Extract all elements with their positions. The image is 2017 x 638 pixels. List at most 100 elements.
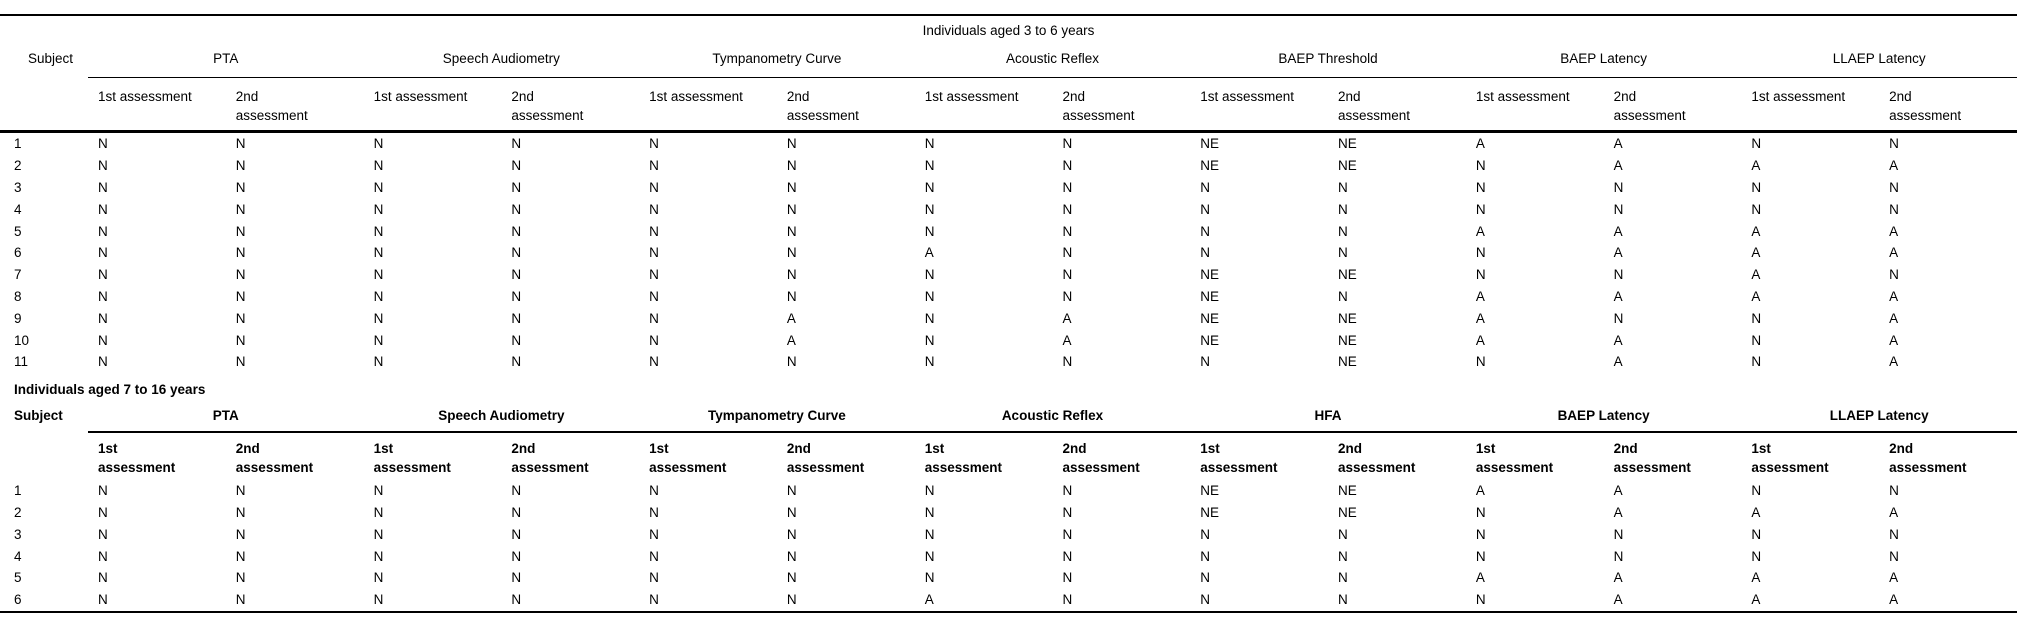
cell-value-llaep-latency-1st: A — [1751, 223, 1761, 239]
cell-value-tympanometry-curve-2nd: A — [786, 332, 796, 348]
subject-column-header: Subject — [14, 407, 63, 423]
cell-value-speech-audiometry-2nd: N — [511, 136, 522, 152]
cell-value-pta-1st: N — [98, 158, 108, 174]
cell-value-baep-latency-1st: N — [1475, 245, 1486, 261]
cell-value-acoustic-reflex-2nd: N — [1062, 158, 1073, 174]
cell-value-pta-1st: N — [98, 570, 108, 586]
subheader-first-assessment-pta: 1st assessment — [88, 432, 226, 480]
cell-value-hfa-1st: NE — [1200, 483, 1220, 499]
section-title: Individuals aged 3 to 6 years — [922, 23, 1095, 38]
cell-value-hfa-2nd: N — [1338, 548, 1348, 564]
subject-cell: 3 — [14, 526, 22, 542]
cell-value-speech-audiometry-1st: N — [373, 504, 384, 520]
cell-value-llaep-latency-1st: N — [1751, 526, 1762, 542]
cell-value-acoustic-reflex-1st: N — [924, 483, 935, 499]
subheader-second-assessment-baep-threshold: 2nd assessment — [1328, 77, 1466, 133]
cell-value-acoustic-reflex-1st: A — [924, 592, 934, 608]
cell-value-acoustic-reflex-2nd: N — [1062, 245, 1073, 261]
subheader-line: 2nd — [1062, 440, 1087, 456]
subheader-line: 2nd — [1613, 89, 1637, 104]
subheader-line: 2nd — [1062, 89, 1085, 104]
table-row-subject-1: 1 N N N N N N N N NE NE A A N N — [0, 132, 2017, 155]
header-aged-3-6: Individuals aged 3 to 6 years Subject PTA… — [0, 15, 2017, 133]
cell-value-llaep-latency-1st: A — [1751, 570, 1761, 586]
group-header-row: Subject PTA Speech Audiometry Tympanometry … — [0, 43, 2017, 133]
cell-value-acoustic-reflex-1st: N — [924, 332, 935, 348]
cell-value-speech-audiometry-2nd: N — [511, 245, 522, 261]
table-row-subject-8: 8 N N N N N N N N NE N A A A A — [0, 286, 2017, 308]
cell-value-tympanometry-curve-2nd: N — [786, 592, 797, 608]
subheader-first-assessment-pta: 1st assessment — [88, 77, 226, 133]
cell-value-llaep-latency-1st: N — [1751, 548, 1762, 564]
cell-value-pta-1st: N — [98, 504, 108, 520]
cell-value-baep-latency-1st: A — [1475, 136, 1485, 152]
cell-value-hfa-2nd: N — [1338, 526, 1348, 542]
subheader-second-assessment-hfa: 2nd assessment — [1328, 432, 1466, 480]
subject-cell: 3 — [14, 179, 22, 195]
subheader-line: 1st assessment — [373, 89, 468, 104]
cell-value-speech-audiometry-1st: N — [373, 310, 384, 326]
cell-value-pta-1st: N — [98, 223, 108, 239]
table-aged-7-16: Individuals aged 7 to 16 years Subject PT… — [0, 373, 2017, 613]
cell-value-speech-audiometry-1st: N — [373, 245, 384, 261]
cell-value-baep-threshold-1st: N — [1200, 245, 1210, 261]
table-row-subject-9: 9 N N N N N A N A NE NE A N N A — [0, 307, 2017, 329]
cell-value-acoustic-reflex-2nd: N — [1062, 201, 1073, 217]
cell-value-baep-threshold-2nd: NE — [1338, 332, 1357, 348]
cell-value-pta-1st: N — [98, 267, 108, 283]
cell-value-acoustic-reflex-2nd: N — [1062, 592, 1073, 608]
cell-value-speech-audiometry-1st: N — [373, 332, 384, 348]
cell-value-baep-threshold-2nd: NE — [1338, 354, 1357, 370]
cell-value-acoustic-reflex-1st: N — [924, 526, 935, 542]
cell-value-tympanometry-curve-2nd: N — [786, 158, 797, 174]
subheader-line: assessment — [1338, 108, 1411, 123]
cell-value-llaep-latency-2nd: N — [1889, 179, 1899, 195]
cell-value-hfa-1st: N — [1200, 548, 1210, 564]
subheader-second-assessment-acoustic-reflex: 2nd assessment — [1052, 77, 1191, 133]
cell-value-baep-latency-2nd: A — [1613, 483, 1623, 499]
subheader-line: 1st — [924, 440, 945, 456]
cell-value-tympanometry-curve-1st: N — [649, 570, 659, 586]
cell-value-baep-latency-1st: N — [1475, 548, 1486, 564]
subheader-second-assessment-baep-latency: 2nd assessment — [1604, 432, 1742, 480]
cell-value-baep-latency-2nd: A — [1613, 136, 1623, 152]
group-header-llaep-latency: LLAEP Latency — [1741, 400, 2017, 433]
subheader-line: assessment — [1475, 459, 1554, 475]
table-row-subject-7: 7 N N N N N N N N NE NE N N A N — [0, 264, 2017, 286]
cell-value-pta-2nd: N — [235, 570, 246, 586]
cell-value-baep-threshold-2nd: N — [1338, 201, 1348, 217]
subheader-line: 2nd — [786, 440, 811, 456]
cell-value-speech-audiometry-2nd: N — [511, 548, 522, 564]
cell-value-tympanometry-curve-2nd: N — [786, 570, 797, 586]
cell-value-llaep-latency-2nd: A — [1889, 310, 1899, 326]
cell-value-pta-1st: N — [98, 288, 108, 304]
subject-cell: 1 — [14, 136, 22, 152]
cell-value-baep-latency-2nd: A — [1613, 158, 1623, 174]
cell-value-speech-audiometry-1st: N — [373, 548, 384, 564]
cell-value-pta-2nd: N — [235, 526, 246, 542]
cell-value-tympanometry-curve-2nd: N — [786, 354, 797, 370]
cell-value-acoustic-reflex-1st: N — [924, 288, 935, 304]
subheader-line: 1st — [98, 440, 118, 456]
cell-value-llaep-latency-2nd: A — [1889, 332, 1899, 348]
cell-value-baep-threshold-2nd: N — [1338, 245, 1348, 261]
cell-value-tympanometry-curve-1st: N — [649, 592, 659, 608]
subheader-second-assessment-llaep-latency: 2nd assessment — [1879, 432, 2017, 480]
cell-value-tympanometry-curve-2nd: N — [786, 201, 797, 217]
cell-value-tympanometry-curve-2nd: N — [786, 548, 797, 564]
group-header-acoustic-reflex: Acoustic Reflex — [914, 400, 1191, 433]
cell-value-pta-2nd: N — [235, 332, 246, 348]
cell-value-tympanometry-curve-2nd: N — [786, 136, 797, 152]
subheader-line: 2nd — [1338, 89, 1361, 104]
subheader-line: 2nd — [511, 440, 536, 456]
subheader-line: 2nd — [1889, 89, 1912, 104]
subheader-line: 1st — [373, 440, 394, 456]
subheader-line: assessment — [1338, 459, 1416, 475]
subheader-line: assessment — [649, 459, 727, 475]
cell-value-acoustic-reflex-2nd: A — [1062, 332, 1072, 348]
cell-value-baep-threshold-1st: NE — [1200, 267, 1220, 283]
cell-value-pta-1st: N — [98, 201, 108, 217]
cell-value-acoustic-reflex-1st: N — [924, 201, 935, 217]
cell-value-speech-audiometry-2nd: N — [511, 592, 522, 608]
cell-value-pta-1st: N — [98, 354, 108, 370]
